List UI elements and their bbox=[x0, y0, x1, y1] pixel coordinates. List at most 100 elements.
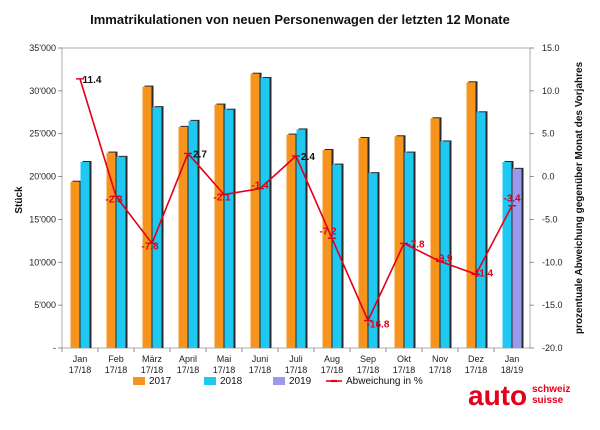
bar-2019 bbox=[512, 168, 522, 348]
legend-label: 2019 bbox=[289, 376, 312, 387]
y2-tick-label: -5.0 bbox=[542, 214, 558, 224]
bar-2018 bbox=[404, 152, 414, 348]
bar-2017 bbox=[358, 138, 368, 348]
x-tick-label-month: Okt bbox=[397, 354, 412, 364]
bar-2017 bbox=[178, 126, 188, 348]
deviation-data-label: -2.1 bbox=[213, 193, 231, 204]
y-tick-label: 15'000 bbox=[29, 214, 56, 224]
y2-tick-label: 10.0 bbox=[542, 86, 560, 96]
deviation-data-label: -2.3 bbox=[105, 194, 123, 205]
legend-swatch bbox=[204, 377, 216, 385]
y2-tick-label: 5.0 bbox=[542, 129, 555, 139]
deviation-data-label: 2.4 bbox=[301, 152, 315, 163]
bars-group bbox=[61, 72, 524, 352]
deviation-data-label: -7.2 bbox=[319, 226, 337, 237]
bar-2017 bbox=[466, 82, 476, 349]
bar-2018 bbox=[368, 173, 378, 348]
y2-axis-title: prozentuale Abweichung gegenüber Monat d… bbox=[574, 61, 585, 334]
chart-title: Immatrikulationen von neuen Personenwage… bbox=[90, 12, 510, 27]
deviation-data-label: -1.4 bbox=[251, 181, 269, 192]
deviation-data-label: -3.4 bbox=[503, 194, 521, 205]
y2-tick-label: -20.0 bbox=[542, 343, 563, 353]
bar-2017 bbox=[394, 136, 404, 348]
y-axis-title: Stück bbox=[14, 186, 25, 214]
x-tick-label-month: Juli bbox=[289, 354, 303, 364]
legend-swatch bbox=[273, 377, 285, 385]
bar-2018 bbox=[332, 164, 342, 348]
bar-2018 bbox=[296, 129, 306, 348]
x-tick-label-month: Mai bbox=[217, 354, 232, 364]
x-tick-label-month: Jan bbox=[505, 354, 520, 364]
deviation-data-label: -11.4 bbox=[471, 268, 494, 279]
legend: 2017 2018 2019 Abweichung in % bbox=[133, 376, 423, 387]
logo-main-text: auto bbox=[468, 380, 527, 411]
bar-2017 bbox=[322, 150, 332, 348]
x-tick-label-period: 17/18 bbox=[321, 365, 344, 375]
bar-2018 bbox=[116, 156, 126, 348]
legend-label: Abweichung in % bbox=[346, 376, 423, 387]
bar-2018 bbox=[502, 162, 512, 348]
bar-2018 bbox=[80, 162, 90, 348]
y2-tick-label: 15.0 bbox=[542, 43, 560, 53]
x-tick-label-period: 17/18 bbox=[429, 365, 452, 375]
bar-2018 bbox=[188, 120, 198, 348]
y-axis-left: - 5'000 10'000 15'000 20'000 25'000 30'000 35'0… bbox=[29, 43, 62, 353]
line-group: 11.4-2.3-7.82.7-2.1-1.42.4-7.2-16.8-7.8-… bbox=[76, 75, 521, 331]
logo-line2: suisse bbox=[532, 395, 564, 406]
bar-2017 bbox=[250, 73, 260, 348]
x-tick-label-period: 17/18 bbox=[141, 365, 164, 375]
deviation-data-label: -7.8 bbox=[407, 239, 425, 250]
x-tick-label-month: Jan bbox=[73, 354, 88, 364]
bar-2017 bbox=[286, 134, 296, 348]
y2-tick-label: -15.0 bbox=[542, 300, 563, 310]
y2-tick-label: -10.0 bbox=[542, 257, 563, 267]
legend-label: 2018 bbox=[220, 376, 243, 387]
bar-2018 bbox=[152, 107, 162, 349]
x-tick-label-period: 18/19 bbox=[501, 365, 524, 375]
auto-schweiz-logo: auto schweiz suisse bbox=[468, 380, 570, 411]
x-tick-label-period: 17/18 bbox=[69, 365, 92, 375]
x-tick-label-month: April bbox=[179, 354, 197, 364]
x-tick-label-month: Sep bbox=[360, 354, 376, 364]
x-tick-label-period: 17/18 bbox=[105, 365, 128, 375]
x-tick-label-month: Nov bbox=[432, 354, 449, 364]
y2-tick-label: 0.0 bbox=[542, 172, 555, 182]
bar-2017 bbox=[430, 118, 440, 349]
y-tick-label: - bbox=[53, 343, 56, 353]
x-tick-label-month: Juni bbox=[252, 354, 269, 364]
deviation-data-label: 11.4 bbox=[83, 75, 102, 86]
y-tick-label: 25'000 bbox=[29, 129, 56, 139]
x-tick-label-period: 17/18 bbox=[465, 365, 488, 375]
bar-2017 bbox=[214, 104, 224, 348]
deviation-data-label: -9.9 bbox=[435, 253, 453, 264]
x-tick-label-period: 17/18 bbox=[177, 365, 200, 375]
x-tick-label-month: März bbox=[142, 354, 162, 364]
bar-2018 bbox=[476, 112, 486, 349]
x-tick-label-period: 17/18 bbox=[249, 365, 272, 375]
x-tick-label-period: 17/18 bbox=[285, 365, 308, 375]
bar-2017 bbox=[70, 181, 80, 348]
bar-2018 bbox=[224, 109, 234, 348]
legend-swatch bbox=[133, 377, 145, 385]
deviation-data-label: 2.7 bbox=[193, 149, 207, 160]
x-tick-label-period: 17/18 bbox=[393, 365, 416, 375]
y-tick-label: 10'000 bbox=[29, 257, 56, 267]
deviation-data-label: -16.8 bbox=[367, 320, 390, 331]
x-tick-label-month: Feb bbox=[108, 354, 124, 364]
y-tick-label: 30'000 bbox=[29, 86, 56, 96]
bar-2018 bbox=[440, 141, 450, 348]
bar-2017 bbox=[106, 152, 116, 348]
x-tick-label-month: Aug bbox=[324, 354, 340, 364]
x-tick-label-month: Dez bbox=[468, 354, 485, 364]
y-axis-right: -20.0 -15.0 -10.0 -5.0 0.0 5.0 10.0 15.0 bbox=[530, 43, 563, 353]
y-tick-label: 20'000 bbox=[29, 172, 56, 182]
bar-2018 bbox=[260, 78, 270, 348]
x-tick-label-period: 17/18 bbox=[213, 365, 236, 375]
bar-2017 bbox=[142, 86, 152, 349]
y-tick-label: 5'000 bbox=[34, 300, 56, 310]
logo-line1: schweiz bbox=[532, 384, 570, 395]
legend-label: 2017 bbox=[149, 376, 172, 387]
y-tick-label: 35'000 bbox=[29, 43, 56, 53]
deviation-data-label: -7.8 bbox=[141, 241, 159, 252]
